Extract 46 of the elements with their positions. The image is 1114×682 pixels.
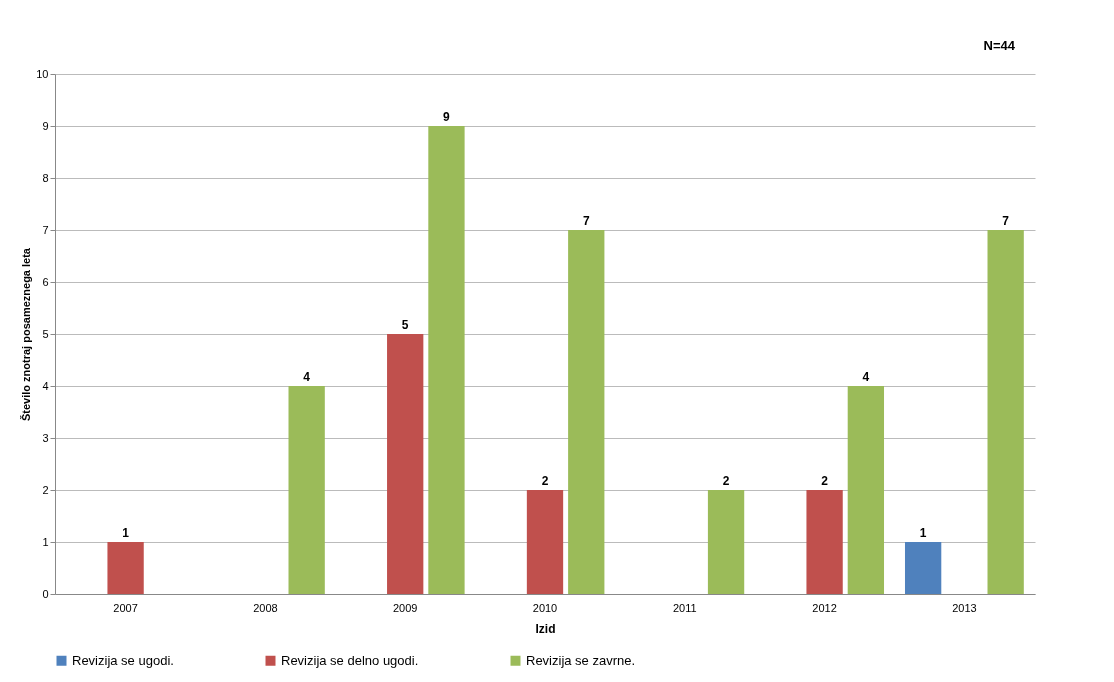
bar	[428, 126, 465, 594]
data-label: 2	[821, 474, 829, 488]
y-tick-label: 8	[42, 171, 49, 184]
data-label: 2	[722, 474, 730, 488]
x-tick-label: 2008	[253, 601, 278, 614]
bar	[904, 542, 942, 594]
data-label: 1	[919, 526, 927, 540]
bar	[806, 490, 843, 594]
y-tick-label: 1	[42, 535, 49, 548]
data-label: 7	[1002, 214, 1010, 228]
bar	[288, 386, 325, 594]
bar	[568, 230, 605, 594]
y-tick-label: 7	[42, 223, 49, 236]
x-tick-label: 2010	[532, 601, 558, 614]
x-tick-label: 2011	[672, 601, 697, 614]
y-tick-label: 4	[42, 379, 49, 392]
x-axis-title: Izid	[535, 621, 556, 636]
y-tick-label: 6	[42, 275, 49, 288]
legend-label: Revizija se delno ugodi.	[281, 652, 419, 668]
data-label: 9	[443, 110, 451, 124]
data-label: 7	[582, 214, 590, 228]
legend-label: Revizija se zavrne.	[526, 652, 636, 668]
data-label: 5	[401, 318, 409, 332]
legend-label: Revizija se ugodi.	[72, 652, 174, 668]
bar	[707, 490, 745, 594]
x-tick-label: 2012	[812, 601, 837, 614]
bar	[107, 542, 144, 594]
bar	[526, 490, 564, 594]
y-tick-label: 10	[36, 67, 49, 80]
y-tick-label: 5	[42, 327, 49, 340]
data-label: 4	[303, 370, 311, 384]
x-tick-label: 2009	[392, 601, 418, 614]
y-axis-title: Število znotraj posameznega leta	[20, 247, 33, 421]
x-tick-label: 2007	[113, 601, 138, 614]
y-tick-label: 9	[42, 119, 49, 132]
bar	[987, 230, 1024, 594]
y-tick-label: 2	[42, 483, 49, 496]
y-tick-label: 3	[42, 431, 49, 444]
x-tick-label: 2013	[952, 601, 977, 614]
data-label: 1	[122, 526, 130, 540]
data-label: 2	[541, 474, 549, 488]
data-label: 4	[862, 370, 870, 384]
y-tick-label: 0	[42, 587, 49, 600]
text: N=44	[983, 38, 1016, 53]
bar	[847, 386, 885, 594]
bar	[387, 334, 424, 594]
